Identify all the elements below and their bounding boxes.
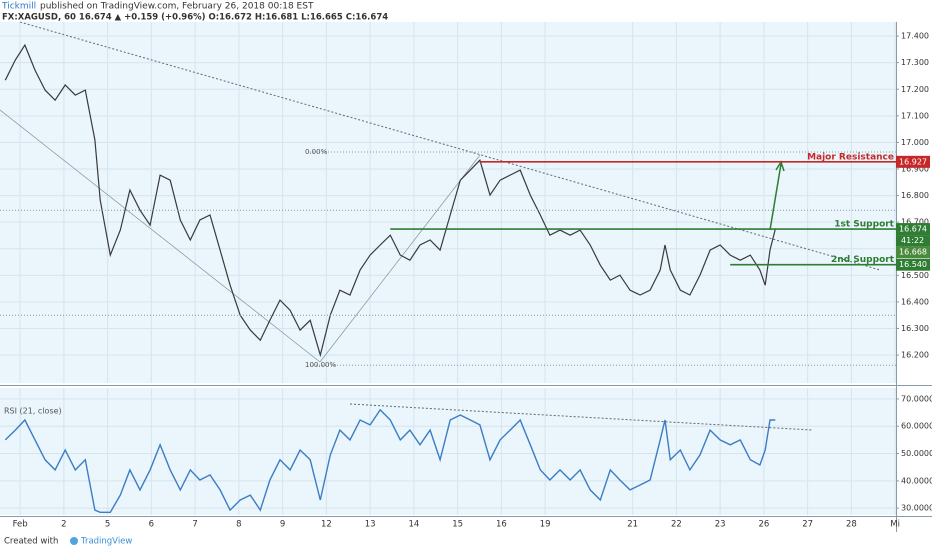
trendline	[0, 109, 321, 363]
price-tag	[896, 155, 930, 168]
level-name: 2nd Support	[831, 255, 895, 265]
x-tick-label: 15	[452, 520, 463, 530]
series-line	[4, 408, 776, 513]
tv-logo	[70, 537, 78, 545]
x-tick-label: 14	[408, 520, 419, 530]
footer-created: Created with	[4, 537, 58, 547]
y-tick-label: 40.0000	[901, 476, 932, 485]
rsi-title: RSI (21, close)	[4, 407, 62, 416]
x-tick-label: 27	[802, 520, 813, 530]
level-name: 1st Support	[834, 220, 894, 230]
x-tick-label: 23	[715, 520, 726, 530]
x-tick-label: 9	[280, 520, 285, 530]
x-tick-label: 28	[846, 520, 857, 530]
price-pane	[0, 22, 896, 383]
y-tick-label: 16.800	[901, 191, 929, 200]
x-tick-label: 13	[365, 520, 376, 530]
x-tick-label: Mi	[890, 520, 900, 530]
y-tick-label: 16.500	[901, 271, 929, 280]
arrow	[769, 163, 782, 231]
price-tag-label: 16.674	[899, 225, 927, 234]
fib-label: 0.00%	[305, 148, 328, 156]
rsi-trendline	[349, 403, 813, 431]
y-tick-label: 17.100	[901, 111, 929, 120]
x-tick-label: 21	[627, 520, 638, 530]
x-tick-label: 22	[671, 520, 682, 530]
x-tick-label: 7	[192, 520, 197, 530]
price-tag	[896, 223, 930, 236]
y-tick-label: 16.900	[901, 165, 929, 174]
y-tick-label: 17.200	[901, 85, 929, 94]
y-tick-label: 16.300	[901, 324, 929, 333]
x-tick-label: Feb	[13, 520, 28, 530]
author[interactable]: Tickmill	[1, 2, 36, 12]
y-tick-label: 60.0000	[901, 422, 932, 431]
published: published on TradingView.com, February 2…	[40, 2, 314, 12]
fib-trend	[319, 154, 481, 363]
level-name: Major Resistance	[807, 152, 894, 162]
x-tick-label: 8	[236, 520, 241, 530]
y-tick-label: 17.400	[901, 32, 929, 41]
symbol-line: FX:XAGUSD, 60 16.674 ▲ +0.159 (+0.96%) O…	[2, 13, 388, 23]
countdown: 41:22	[901, 236, 924, 245]
y-tick-label: 16.200	[901, 351, 929, 360]
series-line	[4, 43, 776, 358]
price-tag-label: 16.927	[899, 157, 927, 166]
x-tick-label: 2	[61, 520, 66, 530]
y-tick-label: 17.300	[901, 58, 929, 67]
y-tick-label: 17.000	[901, 138, 929, 147]
price-tag-label: 16.540	[899, 260, 927, 269]
price-tag-label: 16.668	[899, 248, 927, 257]
x-tick-label: 12	[321, 520, 332, 530]
footer-brand[interactable]: TradingView	[80, 537, 132, 547]
y-tick-label: 16.700	[901, 218, 929, 227]
x-tick-label: 19	[540, 520, 551, 530]
x-tick-label: 16	[496, 520, 507, 530]
price-tag	[896, 258, 930, 271]
y-tick-label: 50.0000	[901, 449, 932, 458]
x-tick-label: 6	[149, 520, 154, 530]
y-tick-label: 16.400	[901, 297, 929, 306]
rsi-pane	[0, 388, 896, 515]
price-tag	[896, 246, 930, 259]
x-tick-label: 5	[105, 520, 110, 530]
x-tick-label: 26	[758, 520, 769, 530]
fib-label: 100.00%	[305, 361, 336, 369]
y-tick-label: 70.0000	[901, 394, 932, 403]
y-tick-label: 30.0000	[901, 504, 932, 513]
countdown-tag	[896, 235, 930, 247]
